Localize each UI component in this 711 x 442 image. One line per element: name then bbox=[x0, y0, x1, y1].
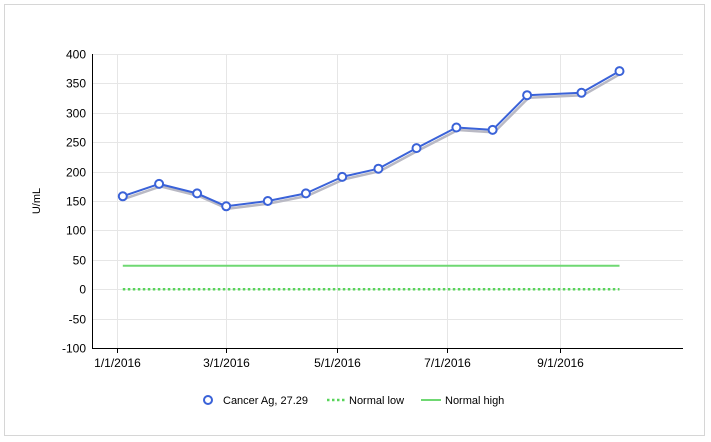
data-point bbox=[117, 191, 128, 202]
y-tick-label: 100 bbox=[66, 224, 86, 238]
series-line-cancer-ag bbox=[122, 70, 620, 208]
y-axis-label: U/mL bbox=[31, 188, 43, 214]
data-point bbox=[487, 124, 498, 135]
legend-marker-circle bbox=[203, 395, 213, 405]
x-tick-label: 9/1/2016 bbox=[537, 356, 584, 370]
data-point bbox=[337, 171, 348, 182]
y-tick-label: 50 bbox=[73, 254, 87, 268]
y-tick-label: 150 bbox=[66, 195, 86, 209]
data-point bbox=[522, 90, 533, 101]
y-tick-label: -50 bbox=[69, 313, 87, 327]
legend-label: Normal low bbox=[349, 395, 404, 407]
series-layer bbox=[117, 66, 625, 291]
data-point bbox=[614, 66, 625, 77]
y-tick-label: 0 bbox=[79, 283, 86, 297]
series-line-shadow bbox=[123, 72, 622, 211]
data-point bbox=[300, 188, 311, 199]
y-tick-label: 300 bbox=[66, 107, 86, 121]
y-tick-label: 200 bbox=[66, 166, 86, 180]
legend-label: Cancer Ag, 27.29 bbox=[223, 395, 308, 407]
y-tick-label: 400 bbox=[66, 48, 86, 62]
x-tick-label: 3/1/2016 bbox=[203, 356, 250, 370]
y-tick-label: -100 bbox=[62, 342, 86, 356]
x-tick-label: 1/1/2016 bbox=[94, 356, 141, 370]
x-tick-label: 7/1/2016 bbox=[424, 356, 471, 370]
data-point bbox=[576, 87, 587, 98]
data-point bbox=[192, 188, 203, 199]
chart-frame bbox=[4, 4, 705, 436]
data-point bbox=[154, 178, 165, 189]
gridlines bbox=[92, 54, 683, 349]
tick-labels: -100 -50 0 50 100 150 200 250 300 350 400 1/1/2016 3… bbox=[62, 48, 584, 371]
legend: Cancer Ag, 27.29 Normal low Normal high bbox=[203, 395, 504, 407]
data-point bbox=[451, 122, 462, 133]
y-tick-label: 250 bbox=[66, 136, 86, 150]
axes bbox=[92, 54, 683, 353]
data-point bbox=[262, 196, 273, 206]
data-point bbox=[221, 201, 232, 212]
data-point bbox=[373, 163, 384, 174]
y-tick-label: 350 bbox=[66, 77, 86, 91]
data-point bbox=[411, 143, 422, 154]
x-tick-label: 5/1/2016 bbox=[314, 356, 361, 370]
legend-label: Normal high bbox=[445, 395, 504, 407]
